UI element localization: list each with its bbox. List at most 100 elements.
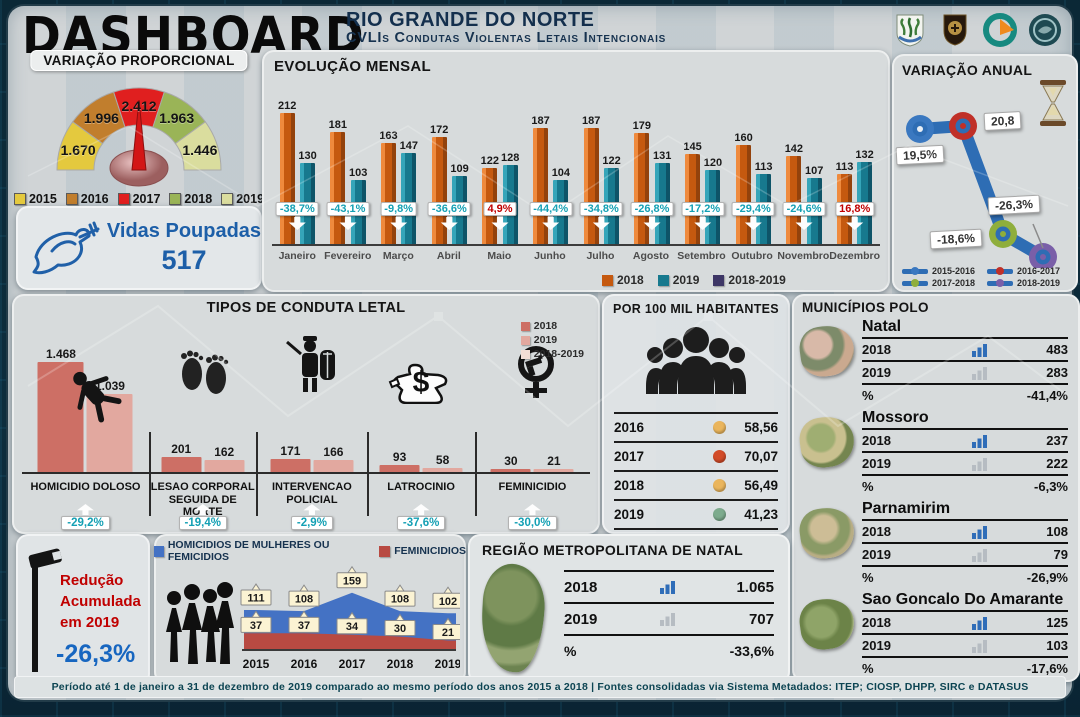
reduction-line1: Redução (60, 572, 124, 589)
rate-value: 41,23 (744, 507, 778, 522)
bar-with-label: 120 (704, 157, 722, 244)
municipality-year-row: 2019 283 (862, 362, 1068, 385)
bar-2018 (431, 137, 447, 244)
conduct-name: FEMINICIDIO (498, 481, 567, 493)
down-arrow-icon (440, 217, 458, 230)
municipality-name: Sao Goncalo Do Amarante (862, 591, 1068, 612)
conduct-name: HOMICIDIO DOLOSO (30, 481, 141, 493)
femicides-blue-value (240, 589, 272, 606)
percent-change-callout: -43,1% (326, 202, 370, 230)
legend-item-2018: 2018 (602, 273, 644, 287)
svg-text:37: 37 (250, 620, 262, 632)
bar-chart-icon (971, 343, 988, 357)
bar-value-label: 212 (277, 100, 297, 112)
conduct-column-5: 30 21 (475, 324, 590, 472)
percent-value: -6,3% (1034, 479, 1068, 494)
bar-value-label: 113 (835, 161, 854, 173)
municipality-percent-row: % -41,4% (862, 385, 1068, 406)
lives-saved-value: 517 (161, 245, 207, 275)
femicides-red-value (384, 620, 416, 636)
percent-change-callout: -17,2% (681, 202, 725, 230)
reduction-label: Redução Acumulada em 2019 (60, 570, 141, 633)
month-label: Fevereiro (324, 250, 372, 262)
annual-value-callout-2016-2017: 20,8 (983, 111, 1022, 131)
legend-swatch (602, 274, 613, 286)
femicides-red-value (288, 616, 320, 633)
down-arrow-icon (795, 217, 813, 230)
bar-chart-icon (659, 612, 676, 626)
legend-swatch (379, 545, 391, 557)
svg-text:159: 159 (343, 575, 361, 587)
legend-label: FEMINICIDIOS (394, 545, 466, 557)
conduct-percent: -37,6% (367, 498, 475, 530)
bar-with-label: 163 (379, 130, 398, 244)
percent-label: % (862, 661, 874, 676)
bar-pair: 160 113 (734, 132, 772, 244)
rate-dot (713, 479, 726, 492)
percent-change-callout: -34,8% (579, 202, 623, 230)
bar-with-label: 147 (400, 140, 418, 244)
percent-value: -41,4% (1026, 388, 1068, 403)
bar-with-label: 1.039 (86, 379, 133, 472)
conduct-legend-item-2019: 2019 (520, 334, 584, 346)
percent-change-value: -29,2% (61, 516, 110, 530)
bar-chart-icon (971, 548, 988, 562)
up-arrow-icon (303, 504, 321, 515)
polo-municipalities-panel: MUNICÍPIOS POLO Natal 2018 483 2019 283% -41,… (792, 294, 1080, 682)
femicides-year-label: 2017 (339, 657, 366, 671)
municipality-list: Natal 2018 483 2019 283% -41,4% Mossoro 2018 237… (796, 318, 1068, 682)
monthly-legend: 2018 2019 2018-2019 (602, 273, 786, 287)
municipality-content: Parnamirim 2018 108 2019 79% -26,9% (862, 500, 1068, 588)
month-group-Fevereiro: 181 103 -43,1% (323, 80, 374, 244)
municipality-name: Parnamirim (862, 500, 1068, 521)
municipality-block-4: Sao Goncalo Do Amarante 2018 125 2019 103% -1… (796, 591, 1068, 679)
legend-year-label: 2017 (132, 192, 161, 206)
municipality-block-1: Natal 2018 483 2019 283% -41,4% (796, 318, 1068, 406)
femicides-red-value (240, 616, 272, 633)
percent-value: -26,9% (1026, 570, 1068, 585)
percent-change-value: -2,9% (290, 516, 333, 530)
percent-change-value: -43,1% (326, 202, 370, 216)
rate-value: 58,56 (744, 420, 778, 435)
institute-emblem-logo (1026, 11, 1064, 49)
row-label: 2018 (564, 578, 598, 596)
bar-2019 (86, 394, 133, 472)
per-100k-row-2016: 2016 58,56 (614, 412, 778, 443)
bar-2018 (786, 156, 802, 244)
bar-2018 (330, 132, 346, 244)
lives-saved-label: Vidas Poupadas (106, 220, 262, 242)
footer-text: Período até 1 de janeiro a 31 de dezembr… (51, 681, 1029, 693)
satellite-map-thumbnail (796, 595, 858, 653)
bar-pair: 163 147 (379, 130, 418, 244)
municipality-year-row: 2018 125 (862, 612, 1068, 635)
bar-2019 (401, 153, 417, 244)
bar-value-label: 120 (703, 157, 723, 169)
bar-value-label: 166 (323, 445, 344, 459)
legend-label: 2018 (617, 273, 644, 287)
bar-pair: 172 109 (430, 124, 469, 244)
percent-change-value: -44,4% (529, 202, 573, 216)
month-label: Novembro (777, 250, 830, 262)
rn-coat-of-arms-logo (891, 11, 929, 49)
bar-2018 (270, 459, 311, 472)
falling-person-icon (62, 362, 124, 429)
down-arrow-icon (339, 217, 357, 230)
femicides-year-label: 2015 (243, 657, 270, 671)
gauge-legend: 2015 2016 2017 2018 2019 (13, 192, 264, 206)
dove-icon (32, 221, 100, 275)
hourglass-icon (1038, 80, 1068, 131)
row-value: -33,6% (729, 643, 774, 659)
legend-swatch (520, 349, 530, 359)
down-arrow-icon (846, 217, 864, 230)
lethal-conduct-types-panel: TIPOS DE CONDUTA LETAL 2018 2019 2018-2019… (12, 294, 600, 534)
svg-text:111: 111 (247, 593, 264, 605)
per-100k-row-2018: 2018 56,49 (614, 472, 778, 501)
security-agency-logo (981, 11, 1019, 49)
row-label: 2019 (564, 610, 598, 628)
conduct-column-4: $93 58 (367, 324, 475, 472)
bar-with-label: 171 (270, 444, 311, 472)
svg-text:$: $ (413, 366, 430, 399)
femicides-legend-item-1: HOMICIDIOS DE MULHERES OU FEMICIDIOS (154, 539, 369, 563)
legend-swatch (520, 321, 530, 331)
bar-with-label: 122 (602, 155, 621, 244)
